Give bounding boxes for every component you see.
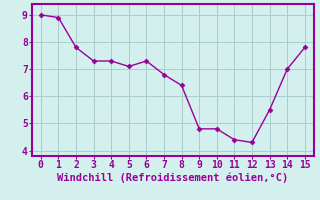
X-axis label: Windchill (Refroidissement éolien,°C): Windchill (Refroidissement éolien,°C) bbox=[57, 173, 288, 183]
